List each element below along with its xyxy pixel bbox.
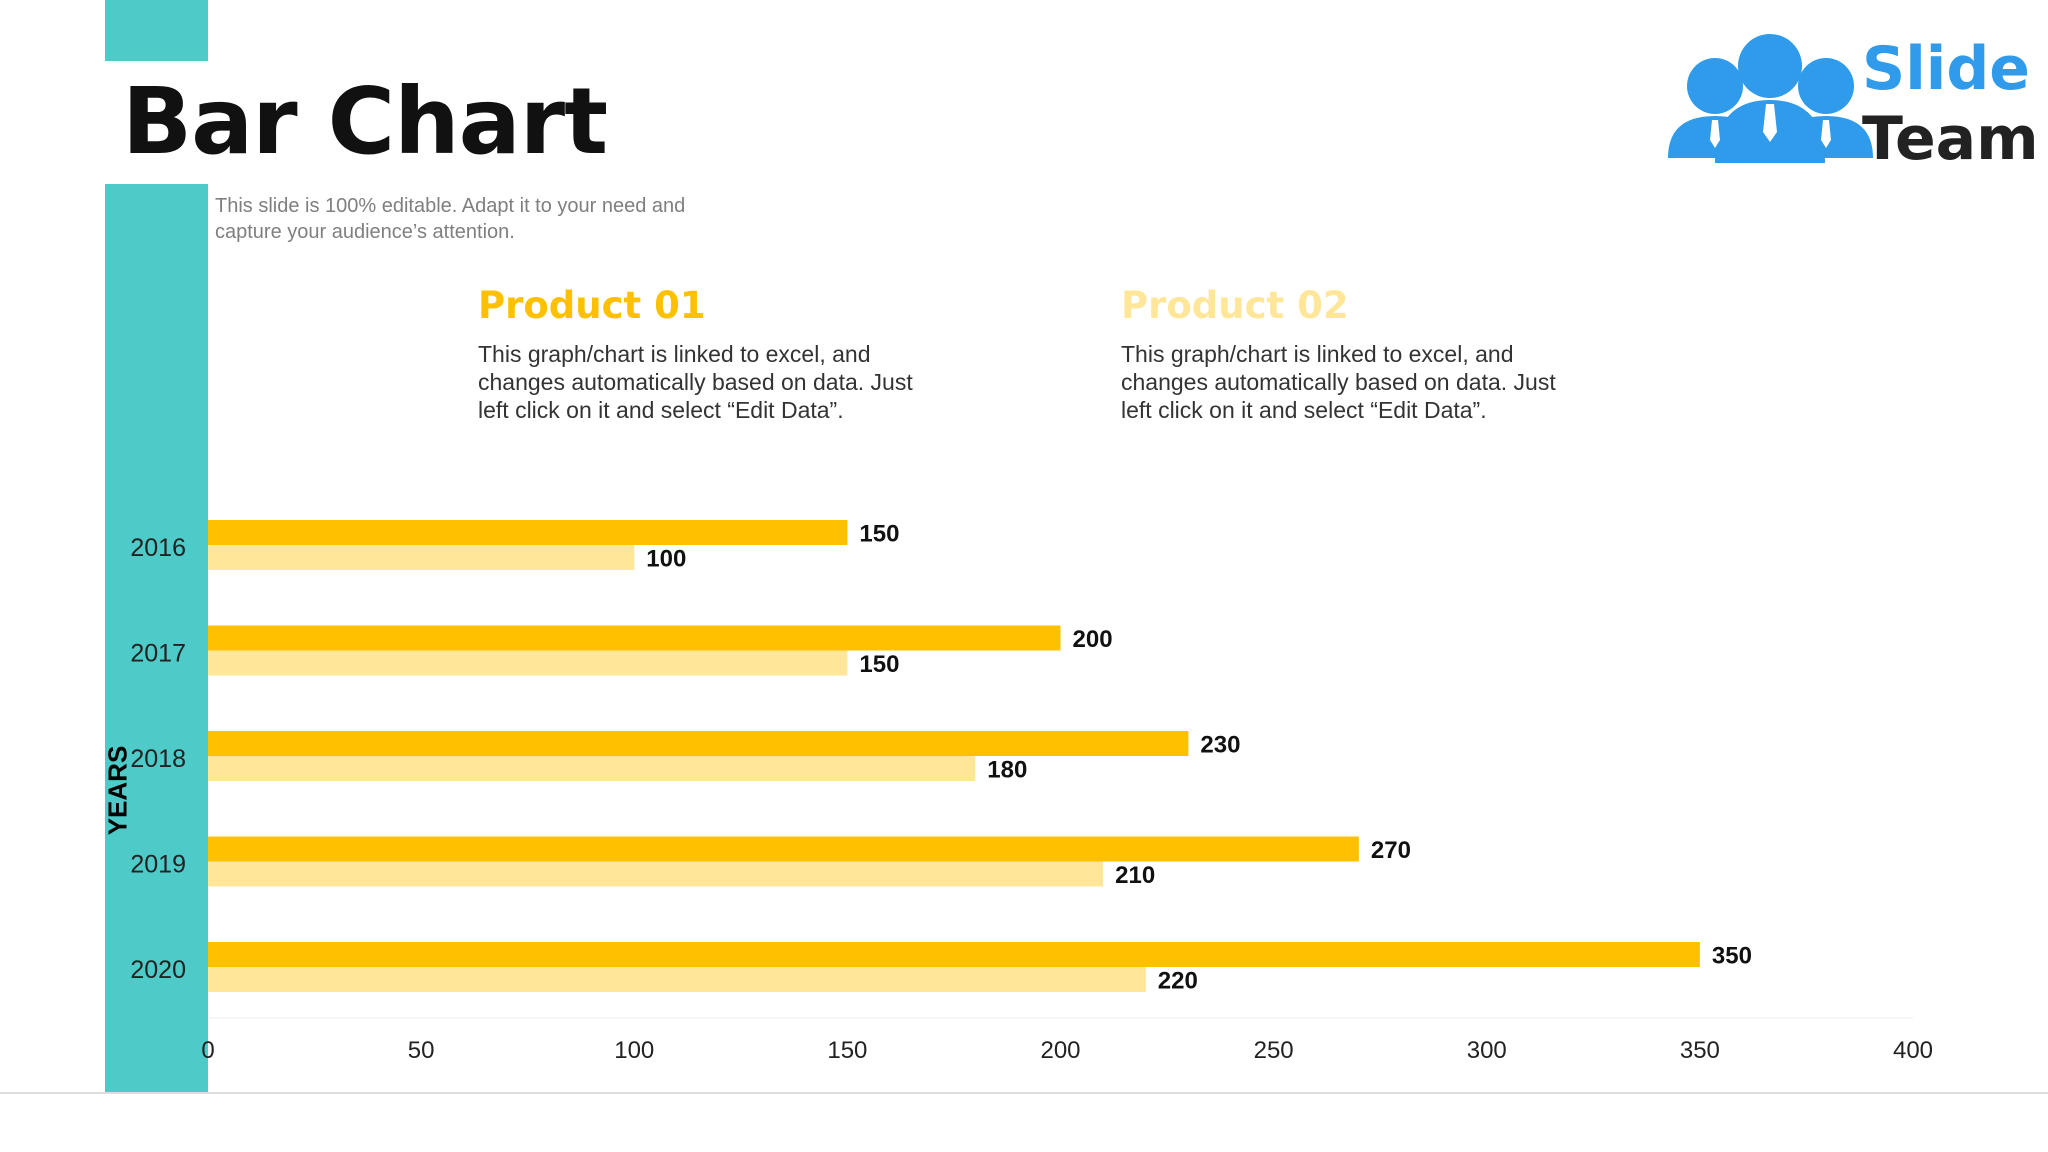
x-tick-label: 50	[408, 1037, 435, 1064]
x-tick-label: 300	[1467, 1037, 1507, 1064]
teal-accent-side	[105, 184, 208, 1094]
y-tick-label: 2018	[130, 745, 186, 773]
x-tick-label: 100	[614, 1037, 654, 1064]
y-tick-label: 2017	[130, 640, 186, 668]
data-label: 180	[987, 757, 1027, 784]
x-tick-label: 350	[1680, 1037, 1720, 1064]
data-label: 350	[1712, 943, 1752, 970]
x-tick-label: 250	[1254, 1037, 1294, 1064]
bottom-divider	[0, 1092, 2048, 1094]
data-label: 270	[1371, 837, 1411, 864]
data-label: 100	[646, 546, 686, 573]
slide-subtitle: This slide is 100% editable. Adapt it to…	[215, 195, 686, 243]
product-02-description: This graph/chart is linked to excel, and…	[1121, 341, 1556, 423]
x-tick-label: 150	[827, 1037, 867, 1064]
product-01-description: This graph/chart is linked to excel, and…	[478, 341, 913, 423]
data-label: 230	[1200, 732, 1240, 759]
bar-product-01	[208, 520, 848, 545]
y-tick-label: 2019	[130, 851, 186, 879]
y-tick-label: 2020	[130, 956, 186, 984]
x-tick-label: 200	[1040, 1037, 1080, 1064]
data-label: 220	[1158, 968, 1198, 995]
logo-text-slide: Slide	[1862, 34, 2030, 104]
x-tick-label: 0	[201, 1037, 214, 1064]
bar-product-02	[208, 650, 848, 676]
y-tick-label: 2016	[130, 534, 186, 562]
bar-product-02	[208, 756, 976, 781]
bar-product-02	[208, 861, 1104, 887]
product-01-heading: Product 01	[478, 284, 706, 327]
x-tick-label: 400	[1893, 1037, 1933, 1064]
data-label: 150	[859, 521, 899, 548]
teal-accent-top	[105, 0, 208, 61]
page-title: Bar Chart	[122, 68, 608, 175]
logo-text-team: Team	[1862, 104, 2039, 174]
product-02-heading: Product 02	[1121, 284, 1349, 327]
data-label: 200	[1073, 626, 1113, 653]
bar-product-01	[208, 731, 1189, 756]
bar-product-01	[208, 836, 1359, 862]
bar-product-02	[208, 967, 1146, 992]
data-label: 150	[859, 651, 899, 678]
data-label: 210	[1115, 862, 1155, 889]
bar-product-01	[208, 942, 1700, 967]
bar-product-01	[208, 625, 1061, 651]
bar-product-02	[208, 545, 635, 570]
people-group-icon	[1668, 34, 1873, 163]
